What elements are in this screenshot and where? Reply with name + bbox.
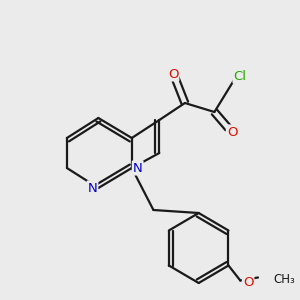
Text: CH₃: CH₃ (274, 273, 296, 286)
Text: O: O (168, 68, 178, 80)
Text: Cl: Cl (233, 70, 247, 83)
Text: N: N (133, 161, 142, 175)
Text: N: N (88, 182, 97, 194)
Text: O: O (243, 276, 254, 289)
Text: O: O (227, 125, 237, 139)
